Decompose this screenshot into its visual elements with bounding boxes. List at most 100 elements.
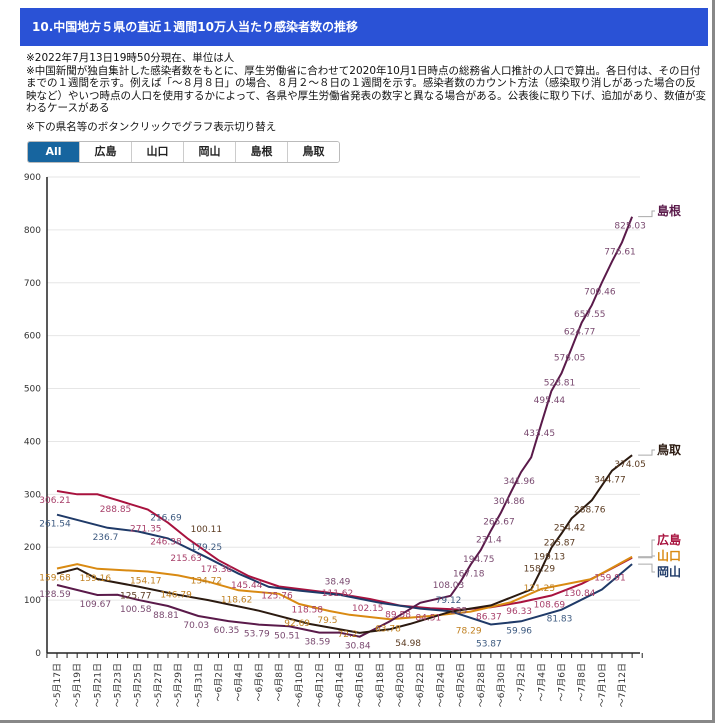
data-label: 109.67	[80, 600, 112, 610]
legend-label-山口: 山口	[657, 548, 681, 563]
series-line-広島	[56, 490, 633, 611]
data-label: 118.62	[221, 595, 253, 605]
x-tick-label: ～7月2日	[516, 663, 527, 701]
x-tick-label: ～5月25日	[133, 663, 144, 707]
x-tick-label: ～6月10日	[294, 663, 305, 707]
x-tick-label: ～6月8日	[274, 663, 285, 701]
y-tick-label: 500	[24, 385, 41, 395]
note-method: ※中国新聞が独自集計した感染者数をもとに、厚生労働省に合わせて2020年10月1…	[26, 64, 706, 115]
data-label: 72.2	[338, 630, 358, 640]
y-tick-label: 200	[24, 543, 41, 553]
data-label: 306.21	[39, 496, 71, 506]
data-label: 159.16	[80, 574, 112, 584]
data-label: 128.59	[39, 590, 71, 600]
data-label: 81.83	[547, 615, 573, 625]
data-label: 167.18	[453, 570, 485, 580]
x-tick-label: ～6月12日	[314, 663, 325, 707]
data-label: 96.33	[506, 607, 532, 617]
data-label: 38.59	[304, 638, 330, 648]
legend-connector	[638, 563, 655, 573]
legend-connector	[638, 555, 655, 558]
data-label: 175.38	[201, 565, 233, 575]
data-label: 78.29	[456, 627, 482, 637]
data-label: 433.45	[524, 429, 556, 439]
data-label: 216.69	[150, 513, 182, 523]
legend-label-広島: 広島	[657, 532, 681, 547]
x-tick-label: ～5月19日	[72, 663, 83, 707]
x-tick-label: ～7月6日	[557, 663, 568, 701]
series-line-山口	[56, 555, 633, 621]
data-label: 304.86	[493, 497, 525, 507]
x-tick-label: ～6月4日	[234, 663, 245, 701]
x-tick-label: ～6月26日	[456, 663, 467, 707]
data-label: 374.05	[614, 460, 646, 470]
button-shimane[interactable]: 島根	[235, 142, 287, 162]
data-label: 118.58	[292, 605, 324, 615]
y-tick-label: 600	[24, 332, 41, 342]
data-label: 261.54	[39, 520, 71, 530]
data-label: 158.29	[524, 564, 556, 574]
data-label: 125.76	[261, 591, 293, 601]
data-label: 236.7	[93, 533, 119, 543]
data-label: 528.81	[544, 378, 576, 388]
data-label: 825.03	[614, 222, 646, 232]
data-label: 86.37	[476, 612, 502, 622]
data-label: 70.03	[183, 621, 209, 631]
data-label: 159.68	[39, 574, 71, 584]
data-label: 700.46	[584, 288, 616, 298]
x-tick-label: ～6月16日	[355, 663, 366, 707]
data-label: 624.77	[564, 328, 596, 338]
data-label: 108.69	[534, 601, 566, 611]
data-label: 199.13	[534, 553, 566, 563]
data-label: 59.96	[506, 626, 532, 636]
data-label: 288.76	[574, 505, 606, 515]
y-tick-label: 700	[24, 279, 41, 289]
data-label: 84.51	[415, 613, 441, 623]
data-label: 254.42	[554, 523, 586, 533]
data-label: 89.58	[385, 611, 411, 621]
button-yamaguchi[interactable]: 山口	[131, 142, 183, 162]
data-label: 54.98	[395, 639, 421, 649]
x-tick-label: ～7月4日	[536, 663, 547, 701]
button-hiroshima[interactable]: 広島	[79, 142, 131, 162]
legend-label-鳥取: 鳥取	[657, 442, 681, 457]
x-tick-label: ～5月27日	[153, 663, 164, 707]
data-label: 145.44	[231, 581, 263, 591]
line-chart: 0 100 200 300 400 500 600 700 800 900 ～5月17日 ～5月19日…	[24, 173, 681, 707]
x-tick-label: ～6月14日	[335, 663, 346, 707]
y-tick-label: 800	[24, 226, 41, 236]
data-label: 53.79	[244, 630, 270, 640]
button-all[interactable]: All	[28, 142, 79, 162]
button-tottori[interactable]: 鳥取	[287, 142, 339, 162]
legend-connector	[638, 210, 655, 218]
data-label: 108.03	[433, 581, 465, 591]
data-label: 79.5	[317, 616, 337, 626]
x-tick-label: ～7月8日	[577, 663, 588, 701]
note-instructions: ※下の県名等のボタンクリックでグラフ表示切り替え	[26, 120, 277, 133]
x-tick-label: ～7月12日	[617, 663, 628, 707]
data-label: 179.25	[191, 543, 223, 553]
legend-label-島根: 島根	[657, 203, 681, 218]
x-tick-label: ～7月10日	[597, 663, 608, 707]
data-label: 135	[450, 607, 467, 617]
prefecture-toggle: All 広島 山口 岡山 島根 鳥取	[27, 141, 340, 163]
series-line-鳥取	[56, 454, 633, 634]
data-label: 288.85	[100, 505, 132, 515]
notes: ※2022年7月13日19時50分現在、単位は人 ※中国新聞が独自集計した感染者…	[26, 52, 706, 133]
y-tick-label: 0	[35, 649, 41, 659]
data-label: 125.77	[120, 591, 152, 601]
x-tick-label: ～5月23日	[113, 663, 124, 707]
series-line-岡山	[56, 513, 633, 626]
data-label: 657.55	[574, 310, 606, 320]
data-label: 344.77	[594, 476, 626, 486]
data-label: 100.58	[120, 605, 152, 615]
data-label: 271.35	[130, 524, 162, 534]
x-tick-label: ～5月31日	[193, 663, 204, 707]
x-tick-label: ～6月28日	[476, 663, 487, 707]
data-label: 88.81	[153, 611, 179, 621]
data-label: 146.79	[160, 590, 192, 600]
legend-label-岡山: 岡山	[657, 564, 681, 579]
x-tick-label: ～6月18日	[375, 663, 386, 707]
button-okayama[interactable]: 岡山	[183, 142, 235, 162]
data-label: 60.35	[214, 626, 240, 636]
